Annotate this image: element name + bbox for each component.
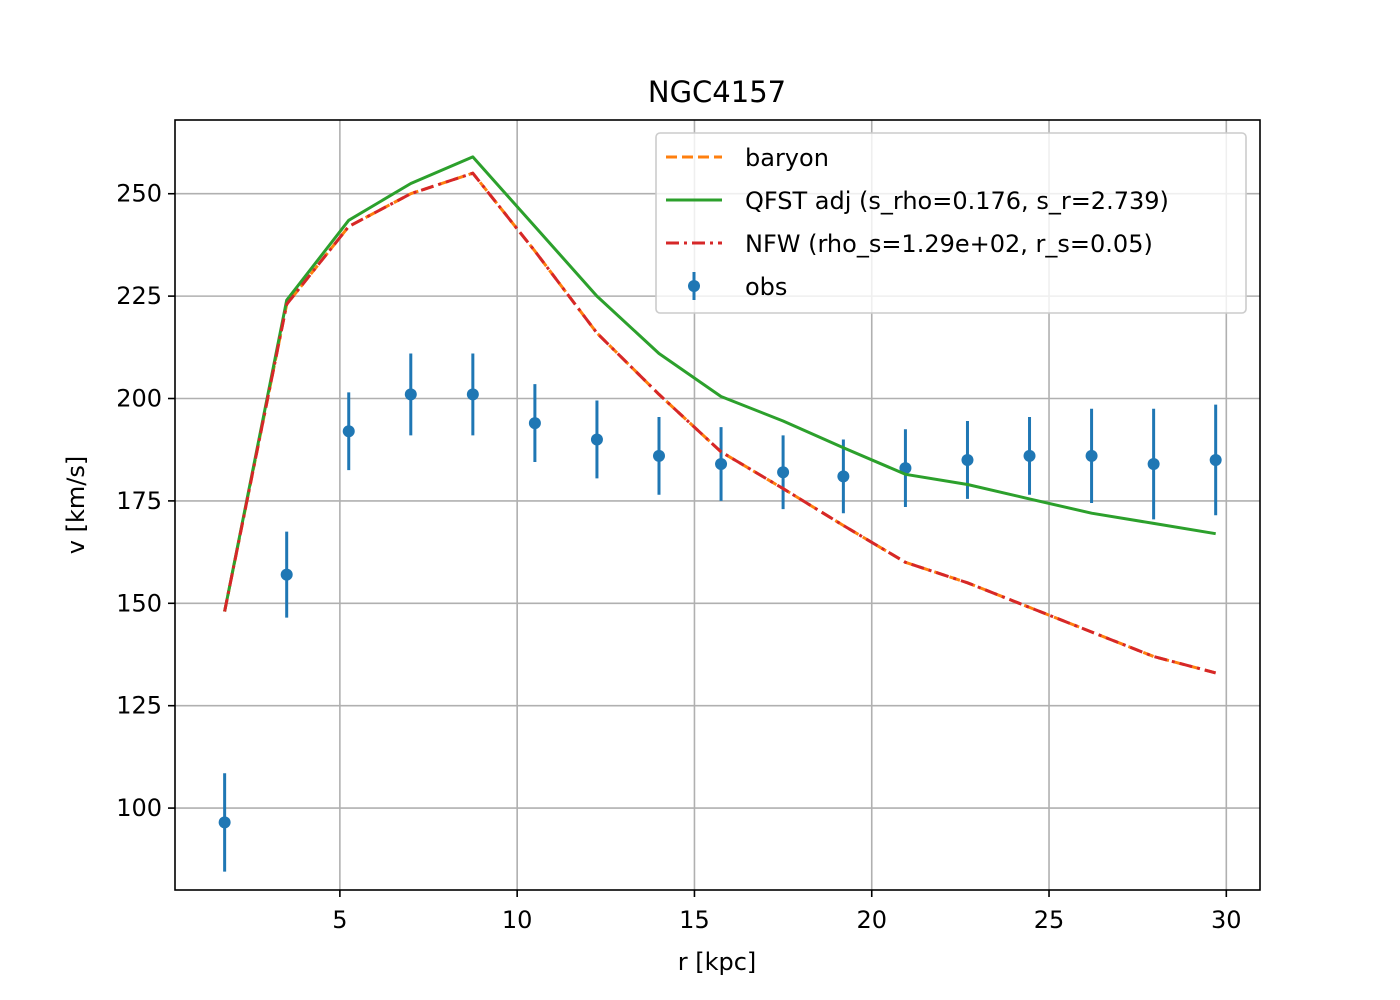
y-axis-label: v [km/s] <box>62 456 90 554</box>
obs-point <box>1147 458 1160 471</box>
legend-marker-point <box>688 280 700 292</box>
obs-point <box>404 388 417 401</box>
x-tick-label: 25 <box>1034 906 1065 934</box>
legend-label: NFW (rho_s=1.29e+02, r_s=0.05) <box>745 230 1153 258</box>
plot-frame <box>174 119 1261 891</box>
obs-point <box>652 449 665 462</box>
x-tick-label: 15 <box>679 906 710 934</box>
obs-point <box>1209 453 1222 466</box>
y-tick-label: 125 <box>116 692 162 720</box>
legend-label: QFST adj (s_rho=0.176, s_r=2.739) <box>745 187 1169 215</box>
x-tick-label: 30 <box>1211 906 1242 934</box>
obs-point <box>837 470 850 483</box>
obs-point <box>777 466 790 479</box>
x-tick-label: 5 <box>332 906 347 934</box>
obs-point <box>961 453 974 466</box>
x-tick-label: 20 <box>856 906 887 934</box>
chart-title: NGC4157 <box>648 75 786 109</box>
x-tick-label: 10 <box>502 906 533 934</box>
obs-point <box>466 388 479 401</box>
plot-area <box>218 155 1222 872</box>
series-line-nfw <box>223 171 1217 675</box>
y-tick-label: 250 <box>116 180 162 208</box>
legend-label: obs <box>745 273 787 301</box>
obs-point <box>280 568 293 581</box>
series-line-qfst <box>223 155 1216 612</box>
y-tick-label: 175 <box>116 487 162 515</box>
obs-point <box>1023 449 1036 462</box>
obs-point <box>715 458 728 471</box>
y-tick-label: 150 <box>116 589 162 617</box>
legend-label: baryon <box>745 144 829 172</box>
obs-point <box>590 433 603 446</box>
obs-point <box>528 417 541 430</box>
axis-ticks: 5 10 15 20 25 30 100 125 150 175 200 225 250 <box>116 180 1241 934</box>
y-tick-label: 200 <box>116 385 162 413</box>
obs-point <box>899 462 912 475</box>
legend-box <box>655 132 1247 314</box>
obs-point <box>218 816 231 829</box>
x-axis-label: r [kpc] <box>678 948 757 976</box>
y-tick-label: 100 <box>116 794 162 822</box>
obs-point <box>342 425 355 438</box>
obs-point <box>1085 449 1098 462</box>
y-tick-label: 225 <box>116 282 162 310</box>
legend: baryon QFST adj (s_rho=0.176, s_r=2.739) N… <box>655 132 1247 314</box>
